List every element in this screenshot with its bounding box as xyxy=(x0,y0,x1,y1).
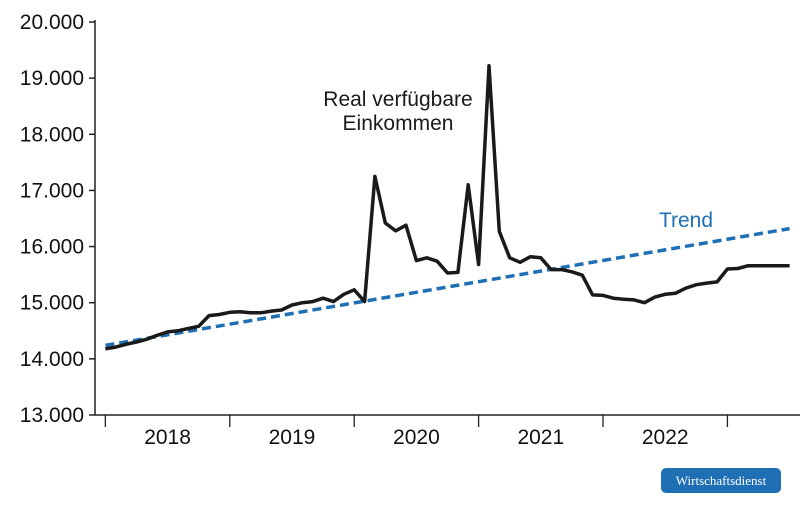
y-tick-label: 16.000 xyxy=(20,236,84,259)
annotations: Real verfügbare Einkommen Trend xyxy=(323,88,713,232)
source-badge: Wirtschaftsdienst xyxy=(661,468,781,493)
y-tick-label: 17.000 xyxy=(20,179,84,202)
y-tick-label: 13.000 xyxy=(20,404,84,427)
annotation-income: Real verfügbare Einkommen xyxy=(323,88,472,135)
x-tick-label: 2021 xyxy=(517,426,564,449)
y-tick-label: 14.000 xyxy=(20,348,84,371)
series-line-income xyxy=(105,64,790,351)
x-axis: 2018 2019 2020 2021 2022 xyxy=(95,414,800,449)
series-line-trend xyxy=(105,226,790,348)
y-tick-label: 15.000 xyxy=(20,292,84,315)
y-tick-label: 18.000 xyxy=(20,123,84,146)
x-tick-label: 2019 xyxy=(269,426,316,449)
x-tick-label: 2018 xyxy=(144,426,191,449)
annotation-line: Real verfügbare xyxy=(323,88,472,111)
x-tick-label: 2020 xyxy=(393,426,440,449)
series-layer xyxy=(105,64,790,351)
y-tick-label: 19.000 xyxy=(20,67,84,90)
y-axis: 13.000 14.000 15.000 16.000 17.000 18.000 19.0… xyxy=(20,11,96,427)
x-tick-label: 2022 xyxy=(642,426,689,449)
annotation-line: Einkommen xyxy=(343,112,454,135)
y-tick-label: 20.000 xyxy=(20,11,84,34)
annotation-trend: Trend xyxy=(659,209,713,232)
